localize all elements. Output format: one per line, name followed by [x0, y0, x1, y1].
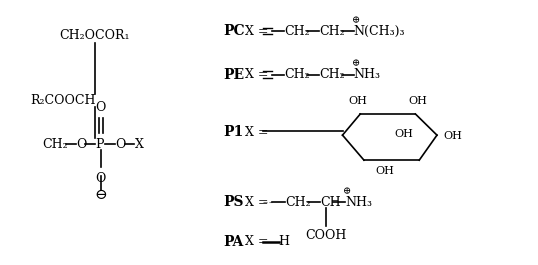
- Text: PC: PC: [223, 24, 245, 38]
- Text: OH: OH: [375, 166, 394, 176]
- Text: ⊕: ⊕: [343, 187, 351, 196]
- Text: CH₂: CH₂: [43, 138, 68, 151]
- Text: X =: X =: [245, 235, 268, 248]
- Text: OH: OH: [348, 96, 367, 106]
- Text: PE: PE: [223, 68, 244, 82]
- Text: CH₂: CH₂: [319, 68, 344, 81]
- Text: O: O: [76, 138, 87, 151]
- Text: ⊖: ⊖: [94, 188, 107, 202]
- Text: PA: PA: [223, 235, 244, 249]
- Text: CH: CH: [320, 196, 341, 209]
- Text: O: O: [95, 100, 105, 113]
- Text: X =: X =: [245, 68, 268, 81]
- Text: R₂COOCH: R₂COOCH: [30, 94, 96, 107]
- Text: CH₂: CH₂: [284, 24, 310, 38]
- Text: CH₂: CH₂: [319, 24, 344, 38]
- Text: NH₃: NH₃: [345, 196, 372, 209]
- Text: CH₂: CH₂: [284, 68, 310, 81]
- Text: P1: P1: [223, 126, 244, 139]
- Text: ⊕: ⊕: [352, 16, 360, 25]
- Text: COOH: COOH: [306, 229, 347, 242]
- Text: X =: X =: [245, 126, 268, 139]
- Text: X =: X =: [245, 24, 268, 38]
- Text: X: X: [135, 138, 144, 151]
- Text: OH: OH: [409, 96, 428, 106]
- Text: N(CH₃)₃: N(CH₃)₃: [354, 24, 405, 38]
- Text: OH: OH: [443, 131, 462, 142]
- Text: CH₂OCOR₁: CH₂OCOR₁: [59, 29, 130, 42]
- Text: P: P: [95, 138, 104, 151]
- Text: H: H: [279, 235, 289, 248]
- Text: CH₂: CH₂: [285, 196, 311, 209]
- Text: O: O: [95, 171, 105, 184]
- Text: PS: PS: [223, 195, 244, 209]
- Text: X =: X =: [245, 196, 268, 209]
- Text: ⊕: ⊕: [352, 59, 360, 68]
- Text: OH: OH: [394, 129, 413, 139]
- Text: NH₃: NH₃: [354, 68, 381, 81]
- Text: O: O: [116, 138, 126, 151]
